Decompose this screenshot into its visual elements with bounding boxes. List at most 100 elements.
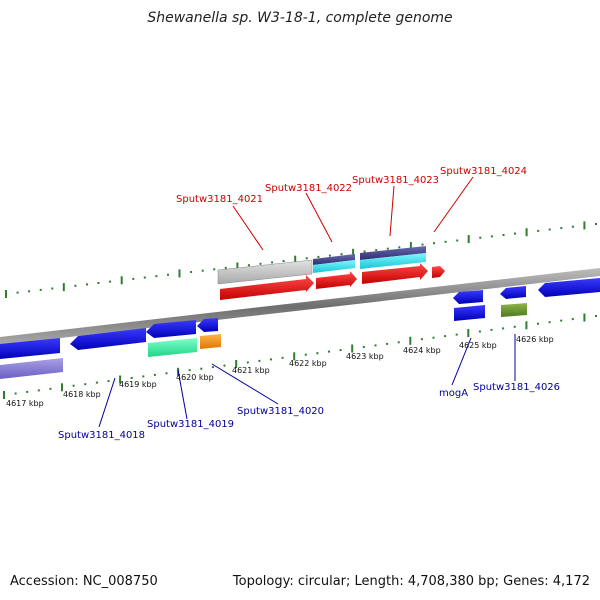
ruler-label-4623: 4623 kbp bbox=[346, 352, 384, 361]
gene-moga-upper[interactable] bbox=[453, 290, 483, 304]
minor-tick bbox=[571, 225, 574, 228]
minor-tick bbox=[109, 280, 112, 283]
upper-tick-ruler bbox=[5, 221, 597, 298]
gene-sputw3181-4022[interactable] bbox=[316, 271, 357, 289]
major-tick bbox=[409, 336, 412, 345]
major-tick bbox=[3, 391, 5, 399]
gene-feature-navy-4022[interactable] bbox=[313, 254, 355, 265]
minor-tick bbox=[281, 356, 284, 359]
minor-tick bbox=[74, 284, 77, 287]
minor-tick bbox=[502, 327, 505, 330]
gene-sputw3181-4021[interactable] bbox=[220, 275, 314, 300]
ruler-label-4619: 4619 kbp bbox=[119, 380, 157, 389]
label-sputw3181-4018: Sputw3181_4018 bbox=[58, 430, 145, 441]
minor-tick bbox=[39, 288, 42, 291]
minor-tick bbox=[224, 266, 227, 269]
gene-reverse-left-1[interactable] bbox=[0, 338, 60, 359]
minor-tick bbox=[211, 366, 214, 369]
gene-feature-cyan-4023[interactable] bbox=[360, 253, 426, 269]
minor-tick bbox=[363, 250, 366, 253]
gene-sputw3181-4018[interactable] bbox=[70, 328, 146, 350]
minor-tick bbox=[548, 228, 551, 231]
minor-tick bbox=[433, 242, 435, 245]
gene-sputw3181-4019[interactable] bbox=[146, 320, 196, 338]
minor-tick bbox=[595, 223, 597, 225]
ruler-label-4621: 4621 kbp bbox=[232, 366, 270, 375]
minor-tick bbox=[270, 358, 272, 361]
minor-tick bbox=[72, 384, 75, 387]
minor-tick bbox=[14, 392, 17, 395]
minor-tick bbox=[16, 291, 19, 294]
minor-tick bbox=[386, 247, 389, 250]
genome-summary-text: Topology: circular; Length: 4,708,380 bp… bbox=[232, 574, 590, 589]
minor-tick bbox=[340, 253, 343, 256]
genome-backbone bbox=[0, 268, 600, 345]
gene-sputw3181-4020[interactable] bbox=[197, 318, 218, 332]
minor-tick bbox=[200, 367, 203, 370]
accession-text: Accession: NC_008750 bbox=[10, 574, 158, 589]
minor-tick bbox=[258, 359, 261, 362]
gene-feature-orange-4020[interactable] bbox=[200, 334, 221, 349]
gene-sputw3181-4024[interactable] bbox=[432, 266, 445, 278]
major-tick bbox=[61, 383, 63, 392]
minor-tick bbox=[571, 318, 574, 321]
minor-tick bbox=[362, 346, 365, 348]
minor-tick bbox=[502, 234, 505, 236]
label-sputw3181-4026: Sputw3181_4026 bbox=[473, 382, 560, 393]
label-sputw3181-4019: Sputw3181_4019 bbox=[147, 419, 234, 430]
minor-tick bbox=[537, 229, 540, 232]
minor-tick bbox=[595, 315, 597, 317]
minor-tick bbox=[455, 333, 458, 336]
minor-tick bbox=[201, 269, 204, 272]
minor-tick bbox=[153, 373, 156, 376]
minor-tick bbox=[37, 389, 40, 392]
minor-tick bbox=[282, 260, 285, 263]
gene-feature-cyan-4022[interactable] bbox=[313, 260, 355, 273]
major-tick bbox=[525, 228, 528, 237]
minor-tick bbox=[328, 350, 330, 353]
major-tick bbox=[236, 262, 239, 271]
minor-tick bbox=[107, 380, 110, 383]
major-tick bbox=[352, 248, 355, 257]
minor-tick bbox=[28, 290, 31, 293]
gene-reverse-right[interactable] bbox=[538, 278, 600, 297]
minor-tick bbox=[26, 390, 29, 393]
minor-tick bbox=[132, 277, 135, 280]
gene-reverse-4026-upper[interactable] bbox=[500, 286, 526, 299]
forward-strand-genes bbox=[217, 246, 445, 300]
minor-tick bbox=[49, 387, 52, 390]
label-sputw3181-4024: Sputw3181_4024 bbox=[440, 166, 527, 177]
minor-tick bbox=[317, 255, 320, 258]
minor-tick bbox=[514, 232, 516, 235]
minor-tick bbox=[51, 287, 54, 290]
gene-feature-mint-4019[interactable] bbox=[148, 338, 197, 357]
major-tick bbox=[525, 321, 528, 330]
minor-tick bbox=[478, 330, 481, 333]
major-tick bbox=[5, 290, 7, 298]
minor-tick bbox=[513, 325, 516, 328]
ruler-label-4622: 4622 kbp bbox=[289, 359, 327, 368]
minor-tick bbox=[339, 349, 342, 352]
minor-tick bbox=[305, 257, 308, 260]
major-tick bbox=[294, 255, 297, 264]
minor-tick bbox=[97, 282, 100, 284]
gene-sputw3181-4026[interactable] bbox=[501, 303, 527, 317]
minor-tick bbox=[143, 276, 146, 279]
gene-feature-navy-4023[interactable] bbox=[360, 246, 426, 260]
minor-tick bbox=[490, 328, 493, 331]
major-tick bbox=[409, 242, 412, 250]
minor-tick bbox=[490, 235, 493, 238]
gene-feature-lavender[interactable] bbox=[0, 358, 63, 379]
major-tick bbox=[351, 344, 354, 353]
gene-sputw3181-4023[interactable] bbox=[362, 263, 428, 284]
gene-feature-gray[interactable] bbox=[217, 259, 313, 285]
minor-tick bbox=[479, 236, 482, 239]
minor-tick bbox=[560, 319, 563, 322]
minor-tick bbox=[155, 275, 158, 278]
gene-moga[interactable] bbox=[454, 305, 485, 321]
major-tick bbox=[178, 269, 181, 278]
minor-tick bbox=[246, 361, 249, 364]
ruler-label-4626: 4626 kbp bbox=[516, 335, 554, 344]
minor-tick bbox=[444, 335, 447, 338]
